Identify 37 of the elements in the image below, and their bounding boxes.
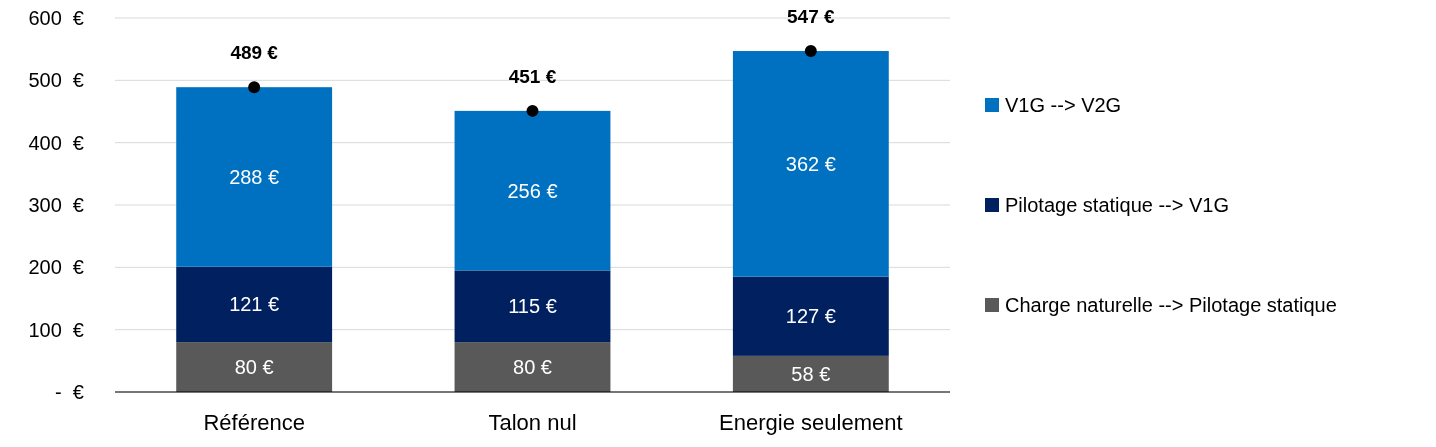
- data-label: 451 €: [508, 65, 557, 87]
- bar: [454, 342, 611, 392]
- data-label: 288 €: [229, 165, 280, 188]
- data-label: 80 €: [234, 356, 274, 379]
- bar: [176, 342, 333, 392]
- point: [804, 45, 817, 58]
- legend-label: Pilotage statique --> V1G: [1005, 194, 1230, 216]
- data-label: 80 €: [513, 356, 552, 379]
- y-tick-label: 600 €: [28, 7, 84, 29]
- legend-label: Charge naturelle --> Pilotage statique: [1005, 294, 1337, 316]
- bar: [732, 355, 889, 392]
- bar: [454, 110, 611, 271]
- bar: [454, 270, 611, 343]
- y-tick-label: 100 €: [28, 318, 84, 341]
- x-tick-label: Référence: [203, 410, 305, 435]
- y-tick-label: 200 €: [28, 256, 84, 279]
- y-tick-label: - €: [55, 381, 84, 403]
- bar: [732, 51, 889, 277]
- point: [526, 104, 539, 117]
- bar: [176, 87, 333, 267]
- data-label: 115 €: [508, 295, 557, 318]
- bar: [176, 266, 333, 343]
- data-label: 127 €: [785, 305, 836, 328]
- point: [248, 81, 261, 94]
- bar: [732, 276, 889, 356]
- legend-label: V1G --> V2G: [1005, 94, 1122, 116]
- data-label: 489 €: [230, 42, 279, 64]
- x-tick-label: Talon nul: [488, 410, 577, 435]
- data-label: 256 €: [507, 179, 558, 202]
- y-tick-label: 500 €: [28, 69, 84, 92]
- data-label: 362 €: [785, 152, 836, 175]
- x-tick-label: Energie seulement: [719, 410, 903, 435]
- data-label: 547 €: [787, 6, 836, 28]
- data-label: 121 €: [229, 293, 280, 316]
- y-tick-label: 300 €: [28, 194, 84, 216]
- y-tick-label: 400 €: [28, 131, 84, 154]
- data-label: 58 €: [791, 362, 831, 385]
